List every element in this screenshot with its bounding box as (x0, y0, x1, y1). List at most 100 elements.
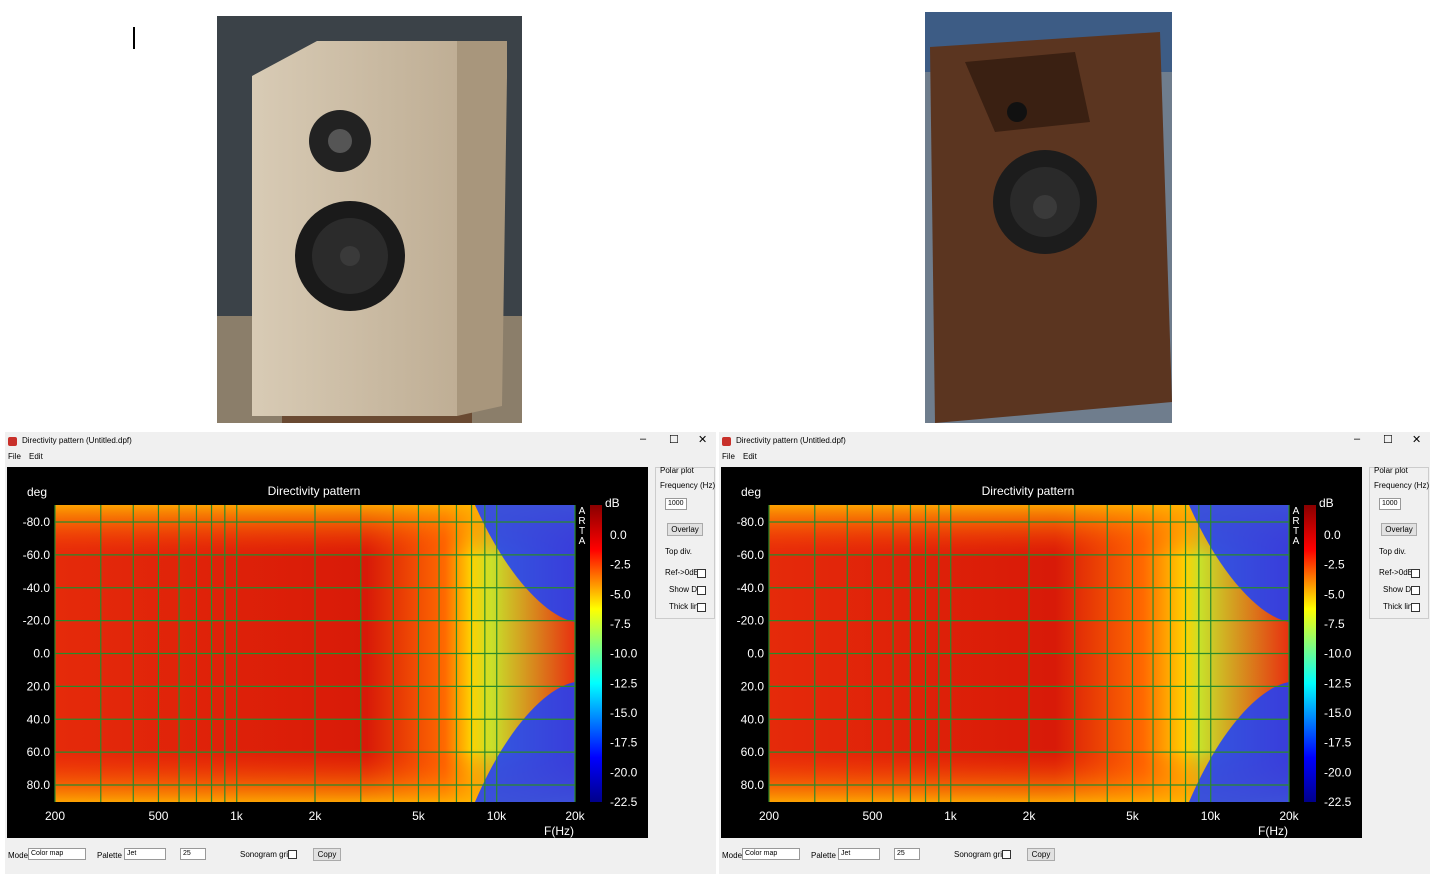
checkbox[interactable] (697, 569, 706, 578)
watermark-letter: R (578, 516, 585, 527)
watermark-letter: A (1293, 506, 1300, 517)
x-axis-label: F(Hz) (544, 824, 574, 838)
window-control[interactable]: – (1354, 433, 1361, 445)
mode-select[interactable]: Color map (742, 848, 800, 860)
grid-label: Sonogram grid (240, 850, 293, 859)
plot: -80.0 -60.0 -40.0 -20.0 0.0 20.0 40.0 60.0 80.0 2… (721, 467, 1362, 838)
window-control[interactable]: ✕ (1412, 434, 1422, 446)
plot: -80.0 -60.0 -40.0 -20.0 0.0 20.0 40.0 60.0 80.0 2… (7, 467, 648, 838)
y-axis-label: deg (741, 485, 761, 499)
frequency-input[interactable]: 1000 (665, 498, 687, 510)
colorbar-tick-label: -22.5 (610, 795, 638, 809)
checkbox[interactable] (697, 586, 706, 595)
colorbar-tick-label: 0.0 (610, 528, 627, 542)
colorbar-tick-label: -15.0 (610, 706, 638, 720)
y-tick-label: 60.0 (27, 745, 51, 759)
checkbox[interactable] (697, 603, 706, 612)
checkbox[interactable] (288, 850, 297, 859)
y-tick-label: 20.0 (741, 679, 765, 693)
colorbar-tick-label: -12.5 (1324, 676, 1352, 690)
copy-button[interactable]: Copy (313, 848, 341, 861)
colorbar-tick-label: -12.5 (610, 676, 638, 690)
colorbar-tick-label: -2.5 (610, 558, 631, 572)
x-tick-label: 1k (944, 809, 958, 823)
menu-item[interactable]: File (722, 452, 735, 461)
window-control[interactable]: ☐ (669, 434, 679, 446)
mode-select[interactable]: Color map (28, 848, 86, 860)
range-input[interactable]: 25 (894, 848, 920, 860)
heatmap-layer (1304, 505, 1316, 802)
frequency-input[interactable]: 1000 (1379, 498, 1401, 510)
mode-label: Mode (722, 851, 743, 860)
x-tick-label: 5k (1126, 809, 1140, 823)
palette-label: Palette (97, 851, 122, 860)
window-control[interactable]: ✕ (698, 434, 708, 446)
overlay-button[interactable]: Overlay (1381, 523, 1417, 536)
colorbar-label: dB (1319, 496, 1334, 510)
check-label: Ref->0dB (1379, 568, 1414, 577)
plot-title: Directivity pattern (982, 484, 1075, 498)
y-tick-label: 20.0 (27, 679, 51, 693)
menu-item[interactable]: File (8, 452, 21, 461)
colorbar-tick-label: -17.5 (1324, 736, 1352, 750)
menu-item[interactable]: Edit (743, 452, 757, 461)
y-tick-label: -40.0 (737, 581, 765, 595)
checkbox[interactable] (1002, 850, 1011, 859)
palette-select[interactable]: Jet (124, 848, 166, 860)
colorbar-tick-label: -10.0 (610, 647, 638, 661)
frequency-label: Frequency (Hz) (660, 481, 716, 490)
x-tick-label: 500 (862, 809, 882, 823)
y-tick-label: 60.0 (741, 745, 765, 759)
y-axis-label: deg (27, 485, 47, 499)
window-control[interactable]: – (640, 433, 647, 445)
grid-label: Sonogram grid (954, 850, 1007, 859)
checkbox[interactable] (1411, 603, 1420, 612)
y-tick-label: 80.0 (27, 778, 51, 792)
plot-title: Directivity pattern (268, 484, 361, 498)
copy-button[interactable]: Copy (1027, 848, 1055, 861)
top-div-label: Top div. (665, 547, 692, 556)
y-tick-label: -80.0 (737, 515, 765, 529)
heatmap-layer (590, 505, 602, 802)
check-label: Thick line (669, 602, 703, 611)
window-control[interactable]: ☐ (1383, 434, 1393, 446)
checkbox[interactable] (1411, 586, 1420, 595)
colorbar-tick-label: -20.0 (610, 765, 638, 779)
window: Directivity pattern (Untitled.dpf) – ☐ ✕ Fil… (5, 432, 716, 874)
checkbox[interactable] (1411, 569, 1420, 578)
x-tick-label: 2k (1023, 809, 1037, 823)
watermark-letter: T (579, 526, 585, 537)
watermark-letter: A (579, 506, 586, 517)
colorbar-tick-label: -15.0 (1324, 706, 1352, 720)
y-tick-label: 40.0 (27, 712, 51, 726)
menu-item[interactable]: Edit (29, 452, 43, 461)
colorbar-tick-label: -22.5 (1324, 795, 1352, 809)
colorbar-label: dB (605, 496, 620, 510)
app-icon (722, 437, 731, 446)
x-tick-label: 20k (565, 809, 585, 823)
check-label: Ref->0dB (665, 568, 700, 577)
check-label: Show DI (1383, 585, 1414, 594)
top-div-label: Top div. (1379, 547, 1406, 556)
palette-select[interactable]: Jet (838, 848, 880, 860)
x-tick-label: 200 (759, 809, 779, 823)
range-input[interactable]: 25 (180, 848, 206, 860)
check-label: Show DI (669, 585, 700, 594)
side-panel-frame (1369, 467, 1429, 619)
heatmap-layer (475, 505, 575, 802)
y-tick-label: -40.0 (23, 581, 51, 595)
y-tick-label: -20.0 (737, 614, 765, 628)
colorbar-tick-label: -5.0 (610, 587, 631, 601)
overlay-button[interactable]: Overlay (667, 523, 703, 536)
colorbar-tick-label: -17.5 (610, 736, 638, 750)
colorbar-tick-label: -5.0 (1324, 587, 1345, 601)
photo-left (217, 16, 522, 423)
y-tick-label: -60.0 (737, 548, 765, 562)
side-panel-frame (655, 467, 715, 619)
x-tick-label: 500 (148, 809, 168, 823)
watermark-letter: T (1293, 526, 1299, 537)
y-tick-label: -80.0 (23, 515, 51, 529)
x-tick-label: 10k (1201, 809, 1221, 823)
colorbar-tick-label: -7.5 (1324, 617, 1345, 631)
